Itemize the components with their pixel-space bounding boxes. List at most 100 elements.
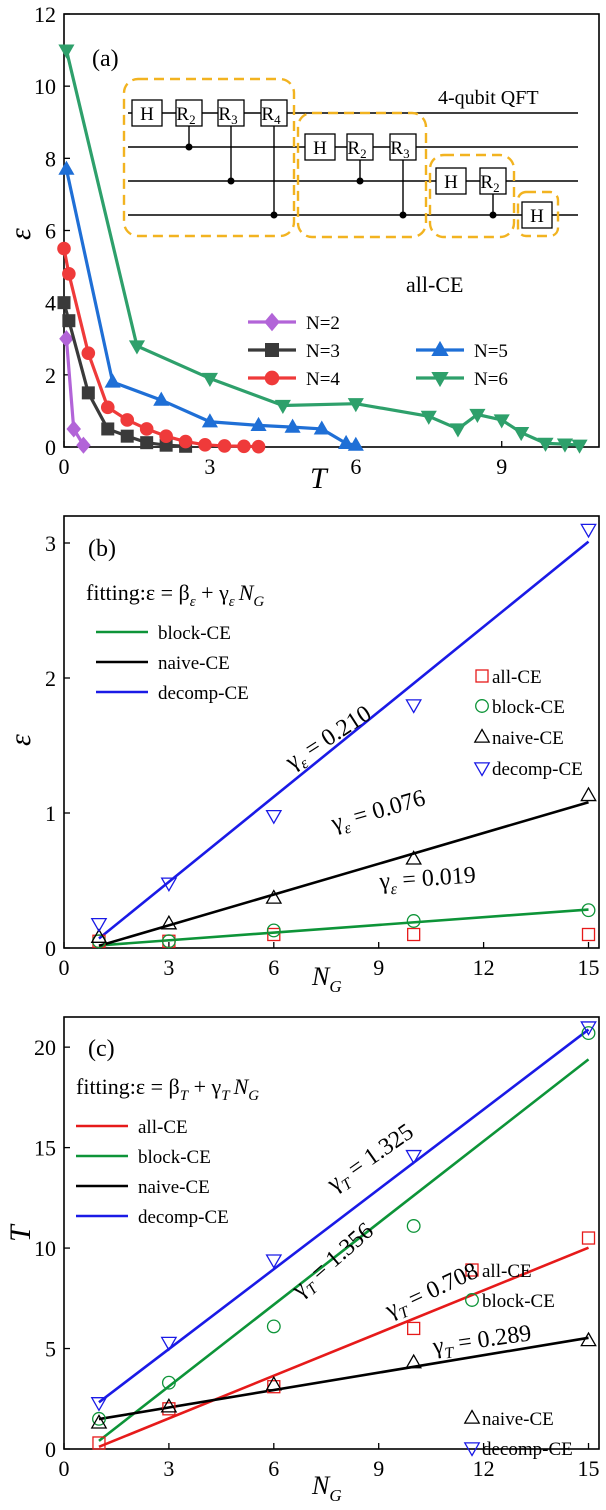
gate-box	[260, 99, 288, 127]
x-tick-label: 15	[578, 955, 600, 980]
data-point	[201, 413, 218, 428]
legend-marker	[431, 371, 449, 388]
gate-subscript: 2	[493, 180, 500, 195]
data-point-naive-CE	[405, 850, 422, 865]
data-point	[100, 400, 115, 415]
gamma-label: γε = 0.210	[280, 701, 378, 779]
data-point-decomp-CE	[405, 699, 422, 714]
y-tick-label: 0	[45, 435, 56, 460]
gamma-value: = 0.076	[345, 785, 429, 832]
gamma-label: γε = 0.076	[328, 785, 430, 841]
x-tick-label: 6	[350, 454, 361, 479]
control-dot	[356, 177, 364, 185]
panel-a-ticks: 0 3 6 9 0 2 4 6 8 10 12	[34, 2, 507, 479]
data-point-decomp-CE	[160, 1336, 178, 1352]
y-tick-label: 12	[34, 2, 56, 27]
data-point	[128, 340, 146, 355]
y-tick-label: 10	[34, 74, 56, 99]
data-point	[66, 420, 81, 438]
x-tick-label: 12	[473, 955, 495, 980]
x-tick-label: 3	[163, 1456, 174, 1481]
control-dot	[185, 143, 193, 151]
gate-box	[479, 167, 507, 195]
x-tick-label: 6	[268, 1456, 279, 1481]
data-point-naive-CE	[580, 786, 597, 802]
y-tick-label: 10	[34, 1236, 56, 1261]
data-point-all-CE	[407, 1321, 421, 1336]
data-point	[178, 434, 193, 449]
legend-label: naive-CE	[482, 1409, 554, 1430]
block-box-3	[428, 153, 516, 239]
gamma-value: = 1.356	[302, 1218, 379, 1290]
data-point	[571, 439, 588, 454]
block-box-2	[296, 111, 428, 239]
data-point-block-CE	[406, 914, 421, 928]
data-point	[469, 408, 486, 424]
control-dot	[489, 211, 497, 219]
data-point-block-CE	[581, 1026, 596, 1041]
legend-marker	[264, 370, 280, 386]
block-box-4	[516, 190, 560, 238]
gate-box	[217, 99, 245, 127]
data-point-block-CE	[266, 1319, 281, 1334]
data-point	[101, 422, 115, 436]
data-point	[250, 416, 267, 431]
data-point-naive-CE	[265, 1375, 283, 1391]
data-point	[81, 386, 95, 400]
legend-marker	[465, 1293, 479, 1307]
gate-box	[304, 133, 336, 161]
legend-label: N=6	[474, 369, 508, 390]
gate-subscript: 2	[189, 112, 196, 127]
panel-c-marker-legend: all-CE block-CE naive-CE decomp-CE	[463, 1261, 573, 1460]
panel-c-label: (c)	[88, 1036, 115, 1062]
gate-subscript: 4	[274, 112, 281, 127]
y-tick-label: 2	[45, 666, 56, 691]
legend-label: all-CE	[138, 1117, 188, 1138]
gate-label: H	[444, 172, 458, 193]
x-tick-label: 12	[473, 1456, 495, 1481]
legend-label: all-CE	[492, 667, 542, 688]
circuit-gates: H R2 R3 R4H R2 R3H R2H	[131, 99, 553, 229]
legend-marker	[463, 1442, 481, 1457]
control-dot	[399, 211, 407, 219]
panel-a-label: (a)	[92, 46, 119, 72]
legend-label: N=3	[306, 341, 340, 362]
legend-marker	[265, 343, 279, 357]
y-tick-label: 0	[45, 936, 56, 961]
gate-box	[346, 133, 374, 161]
x-tick-label: 9	[373, 1456, 384, 1481]
gamma-subscript: ε	[390, 881, 398, 898]
gate-label: H	[530, 206, 544, 227]
panel-b-fit-title: fitting:ε = βε + γε NG	[86, 580, 264, 610]
x-tick-label: 9	[373, 955, 384, 980]
data-point-block-CE	[161, 1375, 176, 1390]
legend-marker	[465, 1263, 479, 1277]
legend-marker	[431, 340, 449, 357]
gamma-value: = 0.210	[295, 701, 376, 766]
gamma-subscript: ε	[342, 819, 353, 837]
data-point	[556, 438, 574, 453]
data-point-naive-CE	[90, 928, 108, 943]
data-point-naive-CE	[90, 1414, 108, 1429]
data-point	[449, 423, 467, 438]
gate-box	[175, 99, 203, 127]
qft-circuit: 4-qubit QFT H R2 R3 R4H R2 R3H R2H	[122, 77, 578, 239]
data-point	[237, 439, 251, 454]
data-point-block-CE	[92, 1411, 106, 1426]
panel-c-points	[90, 1021, 597, 1450]
data-point	[420, 410, 437, 425]
data-point	[274, 399, 291, 415]
fit-line-naive-CE	[98, 1336, 589, 1421]
gate-box	[389, 133, 417, 161]
gamma-value: = 0.019	[395, 862, 476, 893]
fit-line-decomp-CE	[98, 1028, 590, 1404]
x-tick-label: 3	[163, 955, 174, 980]
panel-a-legend: N=2 N=3 N=4 N=5 N=6	[248, 312, 508, 390]
y-tick-label: 20	[34, 1035, 56, 1060]
data-point	[120, 429, 134, 443]
data-point-all-CE	[581, 927, 596, 942]
